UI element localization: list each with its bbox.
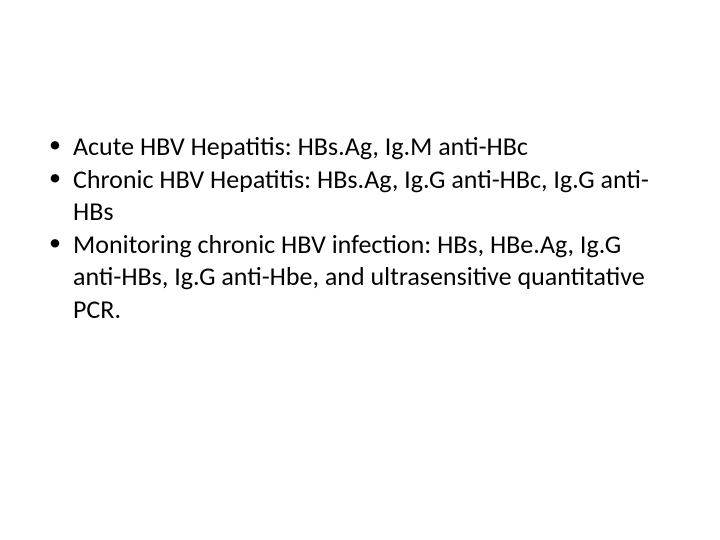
bullet-text: Acute HBV Hepatitis: HBs.Ag, Ig.M anti-H… xyxy=(73,130,528,162)
bullet-list: Acute HBV Hepatitis: HBs.Ag, Ig.M anti-H… xyxy=(45,130,675,325)
list-item: Monitoring chronic HBV infection: HBs, H… xyxy=(45,228,675,326)
bullet-text: Monitoring chronic HBV infection: HBs, H… xyxy=(73,228,645,325)
list-item: Chronic HBV Hepatitis: HBs.Ag, Ig.G anti… xyxy=(45,163,675,228)
bullet-text: Chronic HBV Hepatitis: HBs.Ag, Ig.G anti… xyxy=(73,163,649,228)
list-item: Acute HBV Hepatitis: HBs.Ag, Ig.M anti-H… xyxy=(45,130,675,163)
slide: Acute HBV Hepatitis: HBs.Ag, Ig.M anti-H… xyxy=(0,0,720,540)
